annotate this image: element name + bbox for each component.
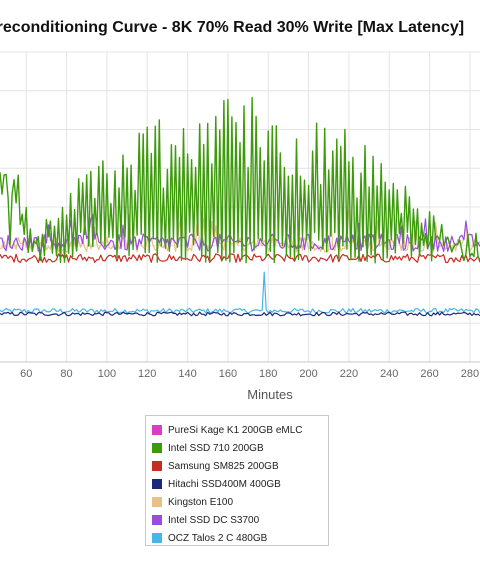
x-tick-label: 160: [219, 368, 237, 380]
x-tick-label: 240: [380, 368, 398, 380]
legend-item[interactable]: PureSi Kage K1 200GB eMLC: [152, 421, 322, 439]
legend-label: OCZ Talos 2 C 480GB: [168, 532, 268, 544]
legend-item[interactable]: Intel SSD DC S3700: [152, 511, 322, 529]
legend-label: Intel SSD DC S3700: [168, 514, 260, 526]
series-line-5: [0, 214, 480, 252]
legend-label: PureSi Kage K1 200GB eMLC: [168, 424, 303, 436]
x-axis-title: Minutes: [247, 387, 293, 402]
x-tick-label: 260: [420, 368, 438, 380]
x-tick-label: 180: [259, 368, 277, 380]
x-tick-label: 140: [178, 368, 196, 380]
legend-swatch: [152, 533, 162, 543]
legend-item[interactable]: Hitachi SSD400M 400GB: [152, 475, 322, 493]
legend-label: Intel SSD 710 200GB: [168, 442, 264, 454]
chart-title: Preconditioning Curve - 8K 70% Read 30% …: [0, 19, 465, 36]
series-line-1: [0, 97, 480, 264]
legend-label: Hitachi SSD400M 400GB: [168, 478, 281, 490]
legend-swatch: [152, 497, 162, 507]
legend-swatch: [152, 425, 162, 435]
x-tick-label: 60: [20, 368, 32, 380]
series-line-4: [0, 210, 480, 253]
x-tick-label: 220: [340, 368, 358, 380]
legend-item[interactable]: Kingston E100: [152, 493, 322, 511]
series-lines: [0, 97, 480, 317]
legend-item[interactable]: OCZ Talos 2 C 480GB: [152, 529, 322, 547]
series-line-6: [0, 271, 480, 314]
legend-label: Samsung SM825 200GB: [168, 460, 279, 472]
legend-swatch: [152, 443, 162, 453]
legend: PureSi Kage K1 200GB eMLC Intel SSD 710 2…: [145, 415, 329, 546]
series-line-2: [0, 253, 480, 264]
x-tick-label: 120: [138, 368, 156, 380]
legend-swatch: [152, 515, 162, 525]
legend-item[interactable]: Samsung SM825 200GB: [152, 457, 322, 475]
series-line-3: [0, 311, 480, 317]
legend-label: Kingston E100: [168, 496, 234, 508]
x-tick-label: 280: [461, 368, 479, 380]
x-tick-label: 100: [98, 368, 116, 380]
legend-swatch: [152, 479, 162, 489]
legend-swatch: [152, 461, 162, 471]
x-tick-label: 80: [60, 368, 72, 380]
x-tick-label: 200: [299, 368, 317, 380]
legend-item[interactable]: Intel SSD 710 200GB: [152, 439, 322, 457]
x-tick-labels: 60 80 100 120 140 160 180 200 220 240 260 280: [20, 368, 479, 380]
